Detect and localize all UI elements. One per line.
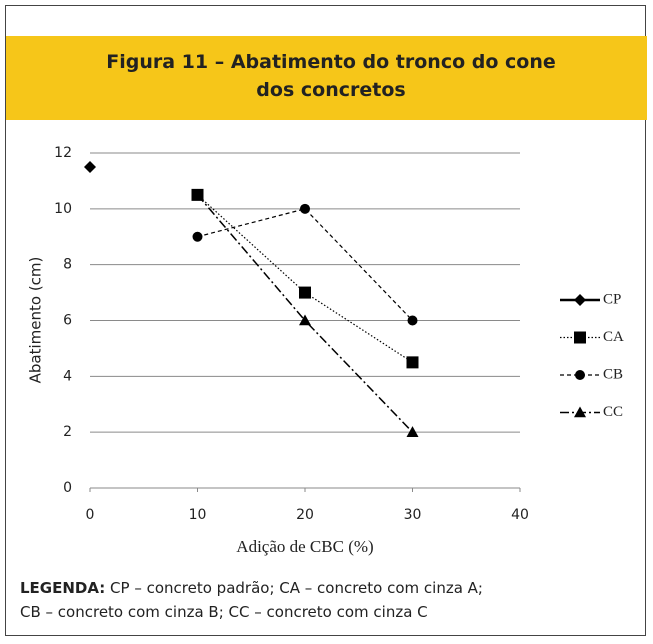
- header-band: Figura 11 – Abatimento do tronco do cone…: [6, 36, 647, 120]
- marker: [299, 314, 311, 326]
- y-axis-label: Abatimento (cm): [27, 257, 45, 384]
- legend-note: LEGENDA: CP – concreto padrão; CA – conc…: [20, 576, 483, 624]
- marker: [84, 160, 96, 173]
- note-line: LEGENDA: CP – concreto padrão; CA – conc…: [20, 576, 483, 600]
- legend-marker: [574, 294, 586, 306]
- legend-marker: [574, 406, 586, 418]
- marker: [406, 356, 419, 369]
- y-tick-label: 4: [63, 368, 72, 384]
- marker: [407, 315, 418, 326]
- x-axis-label: Adição de CBC (%): [236, 537, 373, 556]
- note-text: CP – concreto padrão; CA – concreto com …: [110, 579, 483, 597]
- marker: [191, 188, 204, 200]
- marker: [406, 426, 419, 437]
- y-tick-label: 6: [63, 313, 72, 329]
- series-line: [196, 194, 414, 433]
- legend-label: CP: [603, 291, 621, 307]
- note-label: LEGENDA:: [20, 579, 106, 597]
- y-tick-label: 10: [54, 201, 72, 217]
- figure-frame: [5, 5, 646, 636]
- marker: [299, 286, 311, 299]
- note-line: CB – concreto com cinza B; CC – concreto…: [20, 603, 428, 621]
- series-line: [197, 194, 413, 363]
- chart: 0 2 4 6 8 10 12 0 10 20 30 40 Adição de CBC (%) Abati…: [27, 145, 625, 556]
- legend-label: CB: [603, 366, 623, 382]
- legend-marker: [575, 370, 585, 380]
- x-tick-label: 30: [404, 507, 422, 523]
- legend-label: CC: [603, 404, 623, 420]
- y-tick-label: 2: [63, 424, 72, 440]
- y-tick-label: 12: [54, 145, 72, 161]
- series-line: [197, 208, 413, 321]
- marker: [192, 231, 203, 242]
- x-tick-label: 0: [86, 507, 95, 523]
- marker: [300, 203, 310, 214]
- x-tick-label: 40: [511, 507, 529, 523]
- x-tick-label: 20: [296, 507, 314, 523]
- y-tick-label: 8: [63, 257, 72, 273]
- chart-title: Figura 11 – Abatimento do tronco do cone…: [106, 51, 556, 101]
- legend-label: CA: [603, 329, 624, 345]
- x-tick-label: 10: [189, 507, 207, 523]
- y-tick-label: 0: [63, 480, 72, 496]
- legend-marker: [574, 331, 586, 344]
